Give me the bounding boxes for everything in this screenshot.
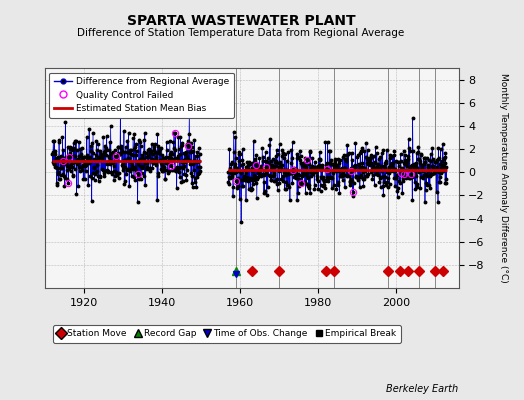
Y-axis label: Monthly Temperature Anomaly Difference (°C): Monthly Temperature Anomaly Difference (… [499,73,508,283]
Text: Berkeley Earth: Berkeley Earth [386,384,458,394]
Text: Difference of Station Temperature Data from Regional Average: Difference of Station Temperature Data f… [78,28,405,38]
Legend: Station Move, Record Gap, Time of Obs. Change, Empirical Break: Station Move, Record Gap, Time of Obs. C… [53,325,401,343]
Text: SPARTA WASTEWATER PLANT: SPARTA WASTEWATER PLANT [127,14,355,28]
